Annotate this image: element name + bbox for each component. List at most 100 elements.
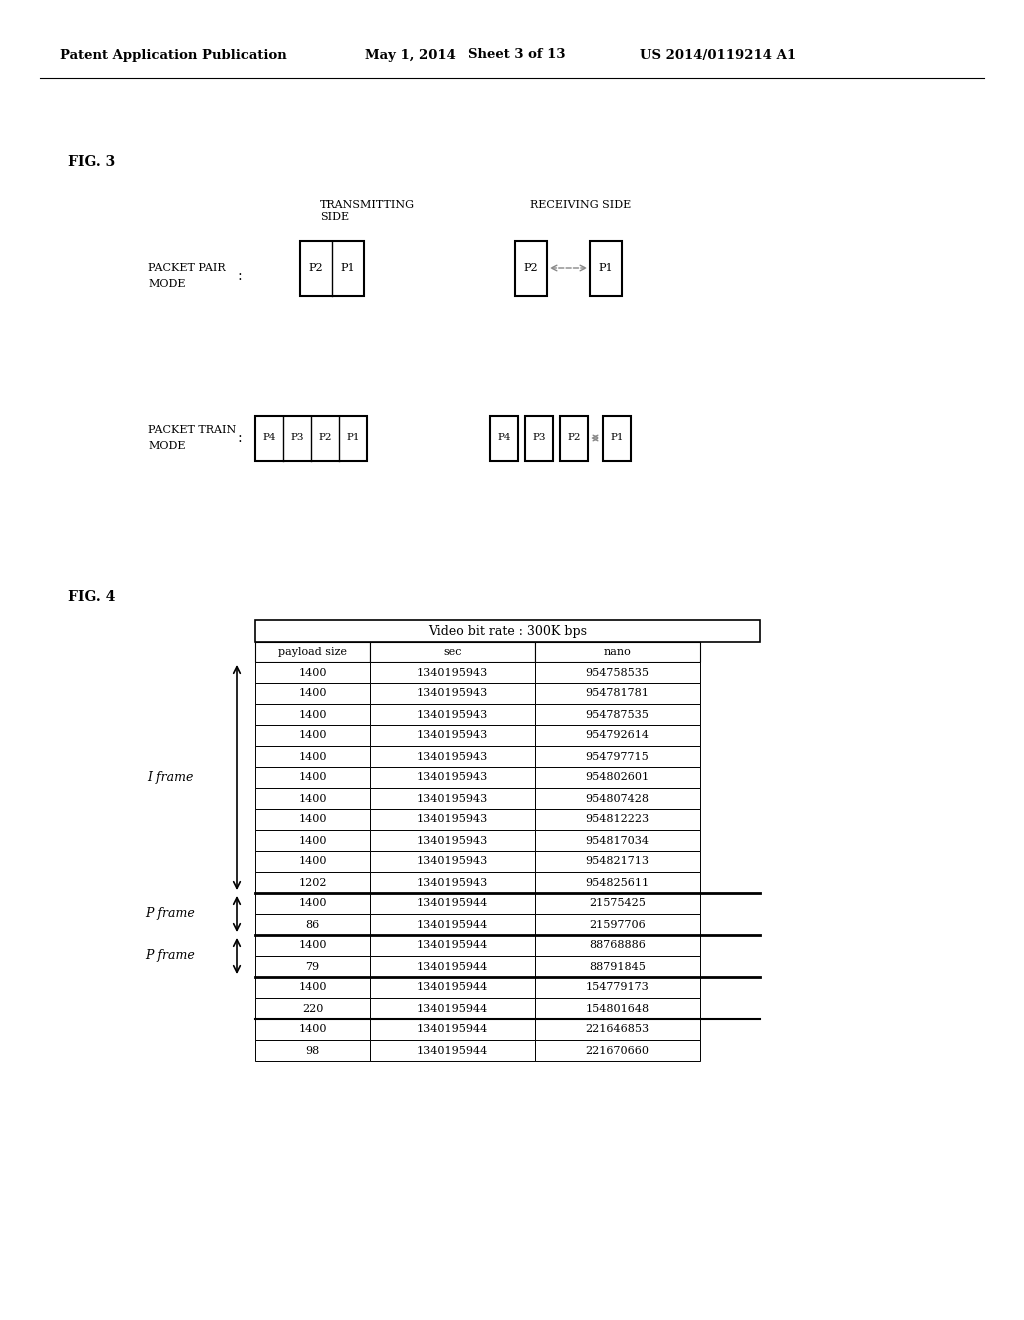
Text: 954781781: 954781781 bbox=[586, 689, 649, 698]
Text: PACKET TRAIN: PACKET TRAIN bbox=[148, 425, 237, 436]
Bar bbox=[255, 620, 760, 642]
Bar bbox=[370, 977, 535, 998]
Bar bbox=[370, 956, 535, 977]
Text: P4: P4 bbox=[262, 433, 275, 442]
Text: 954812223: 954812223 bbox=[586, 814, 649, 825]
Text: Sheet 3 of 13: Sheet 3 of 13 bbox=[468, 49, 565, 62]
Bar bbox=[370, 830, 535, 851]
Bar bbox=[560, 416, 588, 461]
Bar bbox=[370, 725, 535, 746]
Text: FIG. 4: FIG. 4 bbox=[68, 590, 116, 605]
Bar bbox=[255, 1019, 370, 1040]
Text: 1400: 1400 bbox=[298, 857, 327, 866]
Text: 1340195944: 1340195944 bbox=[417, 920, 488, 929]
Bar bbox=[535, 788, 700, 809]
Text: 21575425: 21575425 bbox=[589, 899, 646, 908]
Text: P3: P3 bbox=[290, 433, 304, 442]
Bar bbox=[255, 682, 370, 704]
Text: 1400: 1400 bbox=[298, 940, 327, 950]
Text: 1340195943: 1340195943 bbox=[417, 710, 488, 719]
Text: P frame: P frame bbox=[145, 949, 195, 962]
Text: 954825611: 954825611 bbox=[586, 878, 649, 887]
Text: 954787535: 954787535 bbox=[586, 710, 649, 719]
Bar bbox=[255, 704, 370, 725]
Text: 154779173: 154779173 bbox=[586, 982, 649, 993]
Text: 1400: 1400 bbox=[298, 899, 327, 908]
Text: 221670660: 221670660 bbox=[586, 1045, 649, 1056]
Bar bbox=[535, 663, 700, 682]
Text: 1340195943: 1340195943 bbox=[417, 878, 488, 887]
Text: 88791845: 88791845 bbox=[589, 961, 646, 972]
Text: P1: P1 bbox=[346, 433, 359, 442]
Text: 954821713: 954821713 bbox=[586, 857, 649, 866]
Text: 1340195943: 1340195943 bbox=[417, 836, 488, 846]
Text: 954807428: 954807428 bbox=[586, 793, 649, 804]
Text: 1400: 1400 bbox=[298, 751, 327, 762]
Text: 1400: 1400 bbox=[298, 793, 327, 804]
Text: P2: P2 bbox=[567, 433, 581, 442]
Bar bbox=[255, 788, 370, 809]
Text: :: : bbox=[238, 269, 243, 282]
Bar bbox=[370, 642, 535, 663]
Text: 1340195944: 1340195944 bbox=[417, 1003, 488, 1014]
Text: P4: P4 bbox=[498, 433, 511, 442]
Bar bbox=[255, 977, 370, 998]
Text: payload size: payload size bbox=[278, 647, 347, 657]
Text: US 2014/0119214 A1: US 2014/0119214 A1 bbox=[640, 49, 796, 62]
Bar bbox=[535, 998, 700, 1019]
Bar bbox=[370, 851, 535, 873]
Text: 954797715: 954797715 bbox=[586, 751, 649, 762]
Bar bbox=[370, 788, 535, 809]
Text: 1340195943: 1340195943 bbox=[417, 814, 488, 825]
Bar bbox=[535, 935, 700, 956]
Text: P2: P2 bbox=[523, 263, 539, 273]
Bar bbox=[255, 894, 370, 913]
Text: 1340195943: 1340195943 bbox=[417, 793, 488, 804]
Bar bbox=[490, 416, 518, 461]
Bar bbox=[255, 956, 370, 977]
Bar bbox=[370, 663, 535, 682]
Text: 221646853: 221646853 bbox=[586, 1024, 649, 1035]
Text: 954758535: 954758535 bbox=[586, 668, 649, 677]
Bar bbox=[515, 240, 547, 296]
Bar bbox=[603, 416, 631, 461]
Bar bbox=[535, 1019, 700, 1040]
Text: 954817034: 954817034 bbox=[586, 836, 649, 846]
Text: 1400: 1400 bbox=[298, 689, 327, 698]
Text: 1340195943: 1340195943 bbox=[417, 772, 488, 783]
Bar bbox=[535, 851, 700, 873]
Bar bbox=[590, 240, 622, 296]
Text: 1400: 1400 bbox=[298, 836, 327, 846]
Text: 1340195943: 1340195943 bbox=[417, 689, 488, 698]
Text: 98: 98 bbox=[305, 1045, 319, 1056]
Text: 86: 86 bbox=[305, 920, 319, 929]
Text: FIG. 3: FIG. 3 bbox=[68, 154, 116, 169]
Text: 1400: 1400 bbox=[298, 668, 327, 677]
Text: 1400: 1400 bbox=[298, 772, 327, 783]
Text: 1202: 1202 bbox=[298, 878, 327, 887]
Text: MODE: MODE bbox=[148, 441, 185, 451]
Text: Patent Application Publication: Patent Application Publication bbox=[60, 49, 287, 62]
Bar bbox=[370, 704, 535, 725]
Text: sec: sec bbox=[443, 647, 462, 657]
Text: P frame: P frame bbox=[145, 908, 195, 920]
Text: 1340195944: 1340195944 bbox=[417, 940, 488, 950]
Bar bbox=[370, 1019, 535, 1040]
Text: 1340195944: 1340195944 bbox=[417, 1045, 488, 1056]
Text: 1400: 1400 bbox=[298, 710, 327, 719]
Bar bbox=[255, 935, 370, 956]
Bar bbox=[255, 851, 370, 873]
Text: 154801648: 154801648 bbox=[586, 1003, 649, 1014]
Bar bbox=[535, 830, 700, 851]
Bar bbox=[255, 416, 367, 461]
Bar bbox=[255, 873, 370, 894]
Bar bbox=[535, 746, 700, 767]
Bar bbox=[535, 1040, 700, 1061]
Text: :: : bbox=[238, 432, 243, 445]
Text: 1340195944: 1340195944 bbox=[417, 961, 488, 972]
Bar bbox=[370, 1040, 535, 1061]
Text: 954792614: 954792614 bbox=[586, 730, 649, 741]
Bar bbox=[535, 894, 700, 913]
Bar bbox=[370, 767, 535, 788]
Text: P2: P2 bbox=[308, 263, 324, 273]
